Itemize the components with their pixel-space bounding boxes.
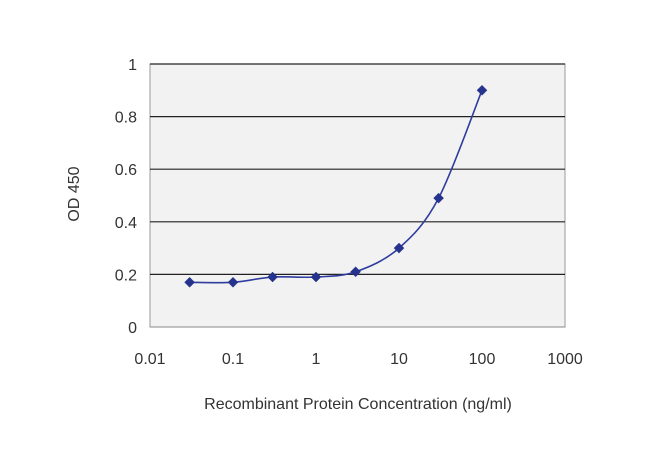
x-tick-label: 0.01 [134, 351, 165, 368]
y-axis: 0 0.2 0.4 0.6 0.8 1 [115, 57, 137, 337]
y-tick-label: 0.2 [115, 267, 137, 284]
y-axis-title: OD 450 [66, 166, 83, 221]
x-tick-label: 100 [469, 351, 496, 368]
y-tick-label: 0 [128, 320, 137, 337]
data-point-marker [393, 242, 405, 254]
x-tick-label: 1000 [547, 351, 583, 368]
data-point-marker [184, 276, 195, 288]
data-point-marker [227, 276, 239, 288]
x-tick-label: 1 [312, 351, 321, 368]
plot-area [149, 63, 566, 328]
data-points [184, 84, 488, 288]
y-tick-label: 0.8 [115, 110, 137, 127]
data-point-marker [350, 266, 361, 278]
x-tick-label: 10 [390, 351, 408, 368]
data-point-marker [267, 271, 278, 283]
x-axis: 0.01 0.1 1 10 100 1000 [134, 351, 582, 368]
grid-lines [150, 63, 565, 328]
x-tick-label: 0.1 [222, 351, 244, 368]
data-point-marker [476, 84, 488, 96]
y-tick-label: 0.6 [115, 162, 137, 179]
y-tick-label: 0.4 [115, 215, 137, 232]
data-point-marker [433, 192, 444, 204]
y-tick-label: 1 [128, 57, 137, 74]
data-point-marker [310, 271, 322, 283]
x-axis-title: Recombinant Protein Concentration (ng/ml… [204, 396, 512, 413]
